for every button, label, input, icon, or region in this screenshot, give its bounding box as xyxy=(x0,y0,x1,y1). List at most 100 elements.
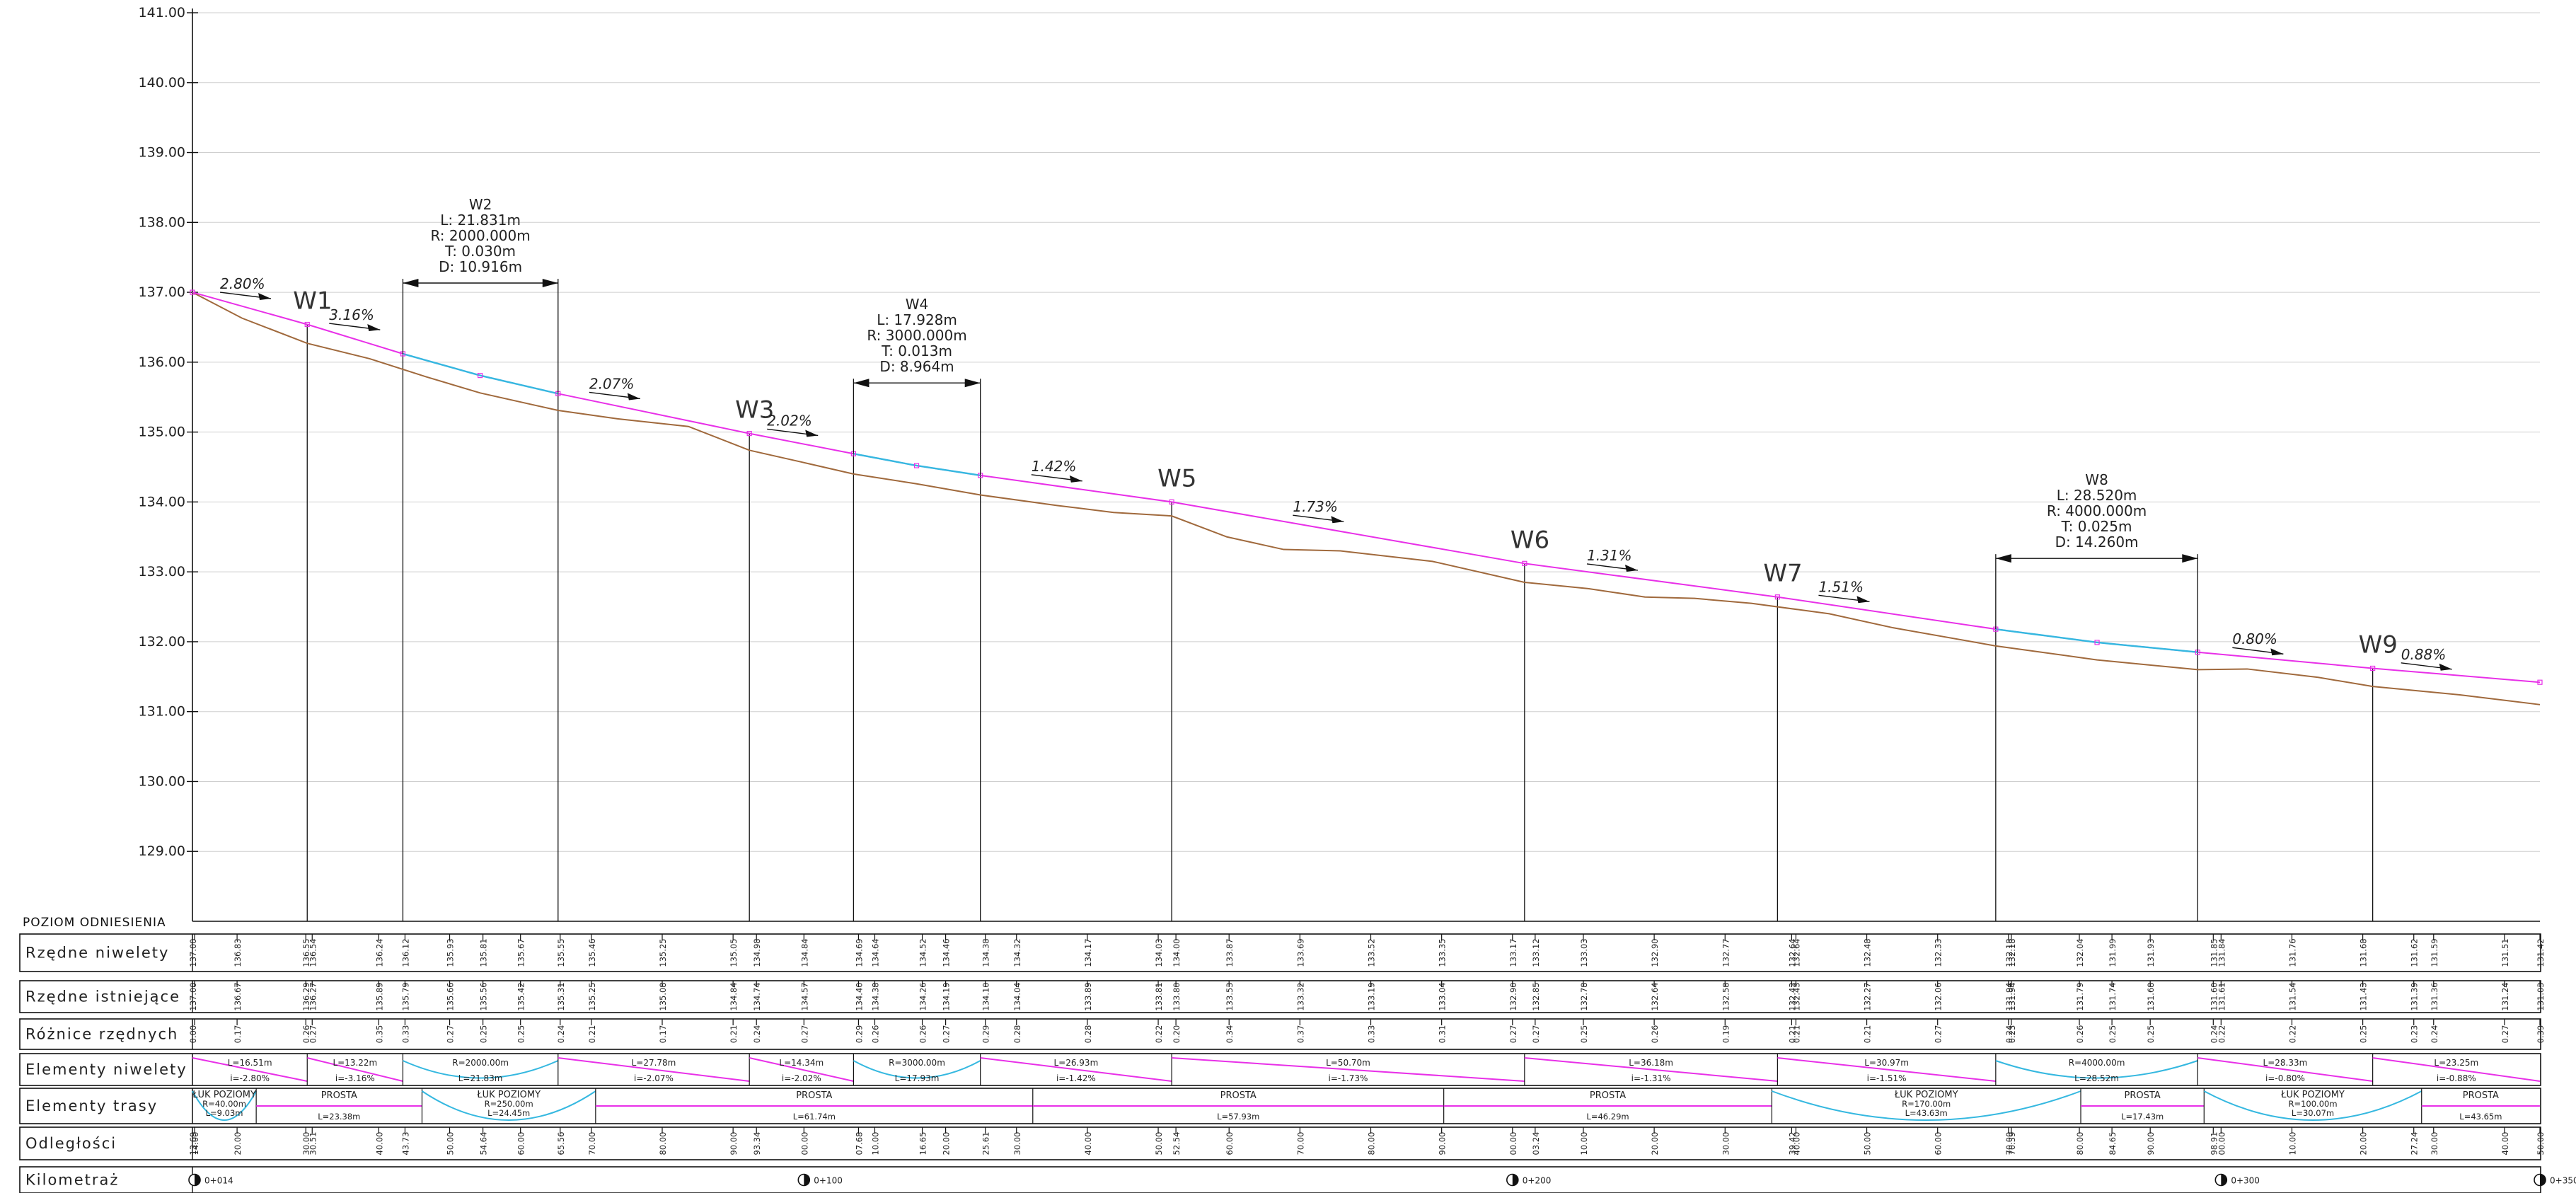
table-cell-value: 00.00 xyxy=(2217,1132,2226,1155)
terrain-line xyxy=(192,292,2541,705)
slope-arrowhead xyxy=(367,324,381,332)
table-cell-value: 131.93 xyxy=(2146,938,2156,967)
route-element-label: PROSTA xyxy=(2463,1090,2499,1101)
table-cell-value: 0.23 xyxy=(2007,1025,2017,1044)
table-cell-value: 60.00 xyxy=(1225,1132,1235,1155)
table-cell-value: 0.26 xyxy=(870,1025,880,1044)
vertex-label: W3 xyxy=(735,396,774,425)
table-cell-value: 135.89 xyxy=(374,982,384,1010)
y-tick-label: 141.00 xyxy=(139,5,185,21)
table-row-box xyxy=(19,980,2541,1013)
table-cell-value: 132.04 xyxy=(2075,938,2085,967)
table-cell-value: 0.21 xyxy=(729,1025,739,1044)
table-cell-value: 132.48 xyxy=(1863,938,1873,967)
table-cell-value: 132.85 xyxy=(1531,982,1541,1010)
table-cell-value: 50.00 xyxy=(1154,1132,1164,1155)
table-cell-value: 0.31 xyxy=(1438,1025,1448,1044)
table-cell-value: 134.38 xyxy=(981,938,991,967)
table-cell-value: 132.18 xyxy=(2007,938,2017,967)
slope-arrowhead xyxy=(805,430,819,437)
table-cell-value: 135.55 xyxy=(556,938,566,967)
route-element-arc xyxy=(1772,1090,2081,1121)
route-element-label: L=43.63m xyxy=(1905,1108,1948,1118)
y-tick-label: 137.00 xyxy=(139,284,185,300)
y-tick-label: 130.00 xyxy=(139,773,185,789)
table-cell-value: 134.17 xyxy=(1083,938,1093,967)
table-cell-value: 132.90 xyxy=(1508,982,1518,1010)
table-cell-value: 0.27 xyxy=(942,1025,952,1044)
table-cell-value: 10.00 xyxy=(2287,1132,2297,1155)
slope-arrowhead xyxy=(1069,475,1082,483)
vertex-marker xyxy=(2370,665,2376,672)
grade-element-label: i=-3.16% xyxy=(335,1073,375,1083)
table-cell-value: 0.25 xyxy=(1579,1025,1589,1044)
table-cell-value: 133.81 xyxy=(1154,982,1164,1010)
table-cell-value: 0.19 xyxy=(1721,1025,1731,1044)
route-element-arc xyxy=(192,1090,258,1121)
table-cell-value: 135.81 xyxy=(479,938,489,967)
table-cell-value: 131.43 xyxy=(2359,982,2369,1010)
table-cell-value: 39.42 xyxy=(1787,1132,1797,1155)
table-cell-value: 135.66 xyxy=(446,982,456,1010)
table-cell-value: 134.19 xyxy=(942,982,952,1010)
y-tick-label: 129.00 xyxy=(139,843,185,859)
table-cell-value: 70.00 xyxy=(2004,1132,2014,1155)
grade-element-label: L=17.93m xyxy=(895,1073,940,1083)
table-cell-value: 134.57 xyxy=(799,982,809,1010)
curve-info-line: W4 xyxy=(906,296,929,313)
curve-info-line: L: 21.831m xyxy=(440,212,521,229)
table-cell-value: 30.00 xyxy=(301,1132,311,1155)
table-cell-value: 136.54 xyxy=(308,938,318,967)
table-cell-value: 0.26 xyxy=(1650,1025,1660,1044)
route-element-label: PROSTA xyxy=(1590,1090,1626,1101)
curve-info-line: T: 0.025m xyxy=(2061,518,2132,535)
slope-arrowhead xyxy=(1331,516,1344,524)
grade-element-label: L=14.34m xyxy=(779,1058,824,1068)
table-cell-value: 131.39 xyxy=(2410,982,2420,1010)
table-cell-value: 134.74 xyxy=(752,982,762,1010)
route-element-label: ŁUK POZIOMY xyxy=(476,1090,541,1100)
route-element-arc xyxy=(421,1090,596,1121)
slope-label: 2.80% xyxy=(220,275,265,292)
table-cell-value: 0.34 xyxy=(1225,1025,1235,1044)
slope-arrowhead xyxy=(2439,663,2452,671)
route-element-label: R=100.00m xyxy=(2288,1099,2337,1109)
y-tick-label: 136.00 xyxy=(139,355,185,370)
table-cell-value: 136.29 xyxy=(301,982,311,1010)
table-cell-value: 136.27 xyxy=(308,982,318,1010)
table-cell-value: 90.00 xyxy=(729,1132,739,1155)
curve-dim-arrow xyxy=(964,379,981,388)
table-cell-value: 136.12 xyxy=(400,938,410,967)
table-cell-value: 135.42 xyxy=(516,982,526,1010)
grade-element-label: R=3000.00m xyxy=(889,1058,945,1068)
y-tick-label: 134.00 xyxy=(139,494,185,509)
table-cell-value: 00.00 xyxy=(1508,1132,1518,1155)
table-cell-value: 0.25 xyxy=(2146,1025,2156,1044)
table-cell-value: 132.77 xyxy=(1721,938,1731,967)
table-cell-value: 133.52 xyxy=(1367,938,1377,967)
table-cell-value: 131.59 xyxy=(2430,938,2439,967)
table-cell-value: 133.19 xyxy=(1367,982,1377,1010)
table-cell-value: 134.26 xyxy=(918,982,928,1010)
table-cell-value: 0.37 xyxy=(1295,1025,1305,1044)
route-element-label: R=40.00m xyxy=(202,1099,246,1109)
table-cell-value: 0.21 xyxy=(1791,1025,1801,1044)
kilometrage-label: 0+200 xyxy=(1523,1176,1552,1186)
table-cell-value: 0.27 xyxy=(1934,1025,1943,1044)
grade-element-label: L=26.93m xyxy=(1053,1058,1098,1068)
table-cell-value: 98.91 xyxy=(2209,1132,2219,1155)
table-cell-value: 0.22 xyxy=(2217,1025,2226,1044)
grade-element-line xyxy=(192,1057,308,1082)
kilometrage-marker-fill xyxy=(2540,1174,2546,1186)
table-cell-value: 136.83 xyxy=(233,938,243,967)
slope-arrowhead xyxy=(1856,596,1870,604)
route-element-arc xyxy=(2203,1090,2422,1121)
table-cell-value: 0.33 xyxy=(400,1025,410,1044)
table-cell-value: 0.25 xyxy=(479,1025,489,1044)
kilometrage-marker-fill xyxy=(1512,1174,1518,1186)
grade-element-label: i=-0.88% xyxy=(2437,1073,2476,1083)
table-row-label: Elementy niwelety xyxy=(25,1061,187,1078)
table-cell-value: 132.64 xyxy=(1791,938,1801,967)
vertex-marker xyxy=(190,289,195,295)
kilometrage-marker-fill xyxy=(2221,1174,2227,1186)
